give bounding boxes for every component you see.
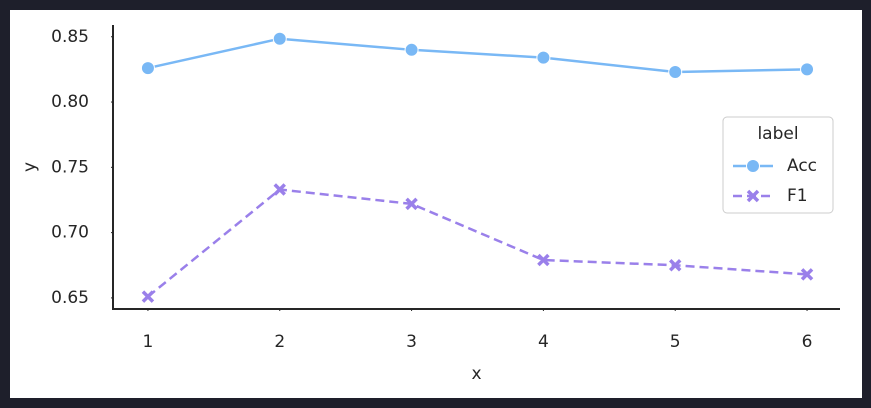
y-tick-label: 0.85 (51, 27, 89, 47)
legend-marker (746, 189, 760, 203)
y-tick-label: 0.65 (51, 288, 89, 308)
series-line (147, 188, 808, 298)
data-point (800, 62, 815, 77)
data-point (404, 42, 419, 57)
data-point (536, 50, 551, 65)
data-point (273, 183, 286, 196)
y-axis-label: y (20, 162, 40, 172)
legend-label: Acc (787, 156, 817, 176)
y-tick-label: 0.75 (51, 157, 89, 177)
x-axis-label: x (471, 364, 481, 384)
x-tick-label: 6 (802, 332, 813, 352)
data-point (537, 253, 550, 267)
data-point (272, 31, 287, 46)
x-tick-label: 3 (406, 332, 417, 352)
data-point (668, 65, 683, 80)
data-point (140, 61, 155, 76)
y-tick-label: 0.80 (51, 92, 89, 112)
x-tick-label: 2 (274, 332, 285, 352)
legend-box (722, 116, 834, 214)
chart-background (10, 10, 862, 398)
x-tick-label: 4 (538, 332, 549, 352)
data-point (668, 259, 682, 272)
x-tick-label: 5 (670, 332, 681, 352)
data-point (405, 197, 418, 211)
x-tick-label: 1 (143, 332, 154, 352)
series-line (147, 37, 808, 74)
data-point (800, 268, 814, 281)
legend-title: label (757, 124, 798, 144)
legend-label: F1 (787, 186, 808, 206)
data-point (141, 290, 155, 303)
legend-marker (746, 159, 760, 173)
y-tick-label: 0.70 (51, 223, 89, 243)
